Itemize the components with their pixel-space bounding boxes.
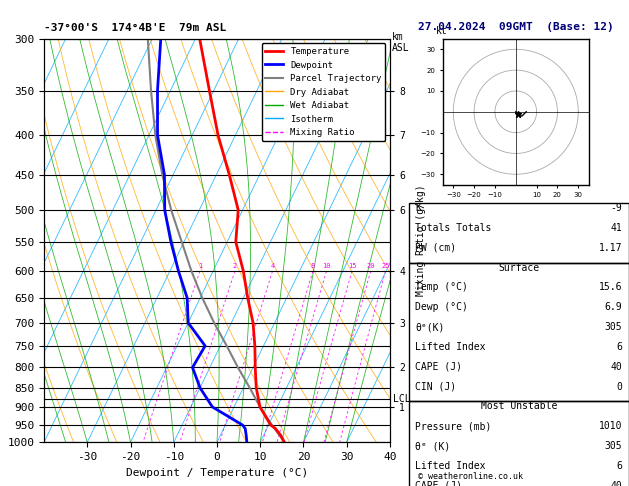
Text: 41: 41	[611, 223, 623, 233]
Text: 10: 10	[322, 263, 331, 269]
Text: 25: 25	[381, 263, 390, 269]
Text: -37°00'S  174°4B'E  79m ASL: -37°00'S 174°4B'E 79m ASL	[44, 22, 226, 33]
Text: 15: 15	[348, 263, 356, 269]
Text: 1.17: 1.17	[599, 243, 623, 253]
Text: Most Unstable: Most Unstable	[481, 401, 557, 412]
Text: Surface: Surface	[498, 262, 540, 273]
Y-axis label: hPa: hPa	[0, 230, 2, 251]
Text: Totals Totals: Totals Totals	[416, 223, 492, 233]
Bar	[409, 262, 629, 401]
Text: θᵉ (K): θᵉ (K)	[416, 441, 451, 451]
Text: Lifted Index: Lifted Index	[416, 342, 486, 352]
Text: 6: 6	[616, 342, 623, 352]
Bar	[409, 401, 629, 486]
Text: 40: 40	[611, 481, 623, 486]
Text: 305: 305	[604, 441, 623, 451]
Text: -9: -9	[611, 203, 623, 213]
Text: 2: 2	[233, 263, 237, 269]
Text: 6.9: 6.9	[604, 302, 623, 312]
Text: Pressure (mb): Pressure (mb)	[416, 421, 492, 431]
Text: 4: 4	[270, 263, 275, 269]
Text: 1: 1	[198, 263, 202, 269]
Text: Lifted Index: Lifted Index	[416, 461, 486, 471]
Text: 40: 40	[611, 362, 623, 372]
Text: CAPE (J): CAPE (J)	[416, 362, 462, 372]
Text: km
ASL: km ASL	[392, 32, 409, 53]
Text: 0: 0	[616, 382, 623, 392]
Legend: Temperature, Dewpoint, Parcel Trajectory, Dry Adiabat, Wet Adiabat, Isotherm, Mi: Temperature, Dewpoint, Parcel Trajectory…	[262, 43, 386, 141]
Text: 1010: 1010	[599, 421, 623, 431]
Text: kt: kt	[436, 26, 447, 36]
Text: CAPE (J): CAPE (J)	[416, 481, 462, 486]
X-axis label: Dewpoint / Temperature (°C): Dewpoint / Temperature (°C)	[126, 468, 308, 478]
Text: 6: 6	[616, 461, 623, 471]
Text: CIN (J): CIN (J)	[416, 382, 457, 392]
Text: K: K	[416, 203, 421, 213]
Text: 20: 20	[367, 263, 375, 269]
Text: 27.04.2024  09GMT  (Base: 12): 27.04.2024 09GMT (Base: 12)	[418, 22, 614, 32]
Bar	[409, 203, 629, 262]
Text: Temp (°C): Temp (°C)	[416, 282, 469, 293]
Text: PW (cm): PW (cm)	[416, 243, 457, 253]
Text: 15.6: 15.6	[599, 282, 623, 293]
Text: Mixing Ratio (g/kg): Mixing Ratio (g/kg)	[416, 185, 426, 296]
Text: 8: 8	[311, 263, 315, 269]
Text: LCL: LCL	[394, 395, 411, 404]
Text: θᵉ(K): θᵉ(K)	[416, 322, 445, 332]
Text: 305: 305	[604, 322, 623, 332]
Text: Dewp (°C): Dewp (°C)	[416, 302, 469, 312]
Text: © weatheronline.co.uk: © weatheronline.co.uk	[418, 472, 523, 481]
